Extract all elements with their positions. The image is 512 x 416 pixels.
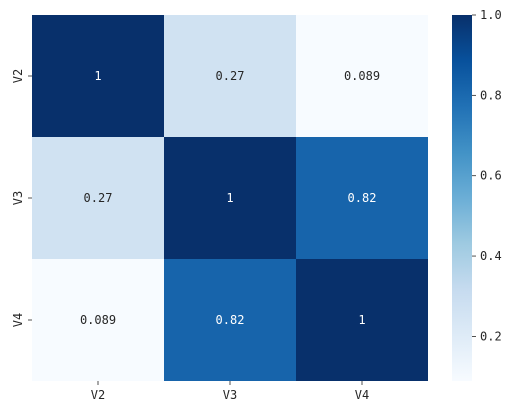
colorbar-tick-label: 0.4 — [480, 249, 502, 263]
colorbar-gradient — [452, 15, 472, 381]
cell-value-label: 0.82 — [348, 191, 377, 205]
y-axis: V2 V3 V4 — [11, 69, 32, 327]
heatmap-cell — [164, 137, 296, 259]
cell-value-label: 0.089 — [344, 69, 380, 83]
heatmap-cell — [296, 15, 428, 137]
colorbar-tick-label: 1.0 — [480, 8, 502, 22]
cell-value-label: 1 — [226, 191, 233, 205]
heatmap-cell — [296, 137, 428, 259]
colorbar-ticks: 0.2 0.4 0.6 0.8 1.0 — [472, 8, 502, 343]
cell-value-label: 0.27 — [84, 191, 113, 205]
x-axis: V2 V3 V4 — [91, 381, 369, 402]
heatmap-cell — [32, 259, 164, 381]
colorbar-tick-label: 0.2 — [480, 329, 502, 343]
cell-value-label: 0.82 — [216, 313, 245, 327]
y-tick-label: V3 — [11, 191, 25, 205]
heatmap-cells — [32, 15, 428, 381]
y-tick-label: V2 — [11, 69, 25, 83]
colorbar-tick-label: 0.6 — [480, 169, 502, 183]
y-tick-label: V4 — [11, 313, 25, 327]
cell-value-label: 1 — [94, 69, 101, 83]
heatmap-cell — [32, 137, 164, 259]
x-tick-label: V3 — [223, 388, 237, 402]
cell-value-label: 1 — [358, 313, 365, 327]
cell-value-label: 0.089 — [80, 313, 116, 327]
heatmap-cell — [164, 259, 296, 381]
x-tick-label: V4 — [355, 388, 369, 402]
colorbar: 0.2 0.4 0.6 0.8 1.0 — [452, 8, 502, 381]
heatmap-cell — [296, 259, 428, 381]
colorbar-tick-label: 0.8 — [480, 88, 502, 102]
cell-annotations: 1 0.27 0.089 0.27 1 0.82 0.089 0.82 1 — [80, 69, 380, 327]
heatmap-cell — [32, 15, 164, 137]
heatmap-cell — [164, 15, 296, 137]
cell-value-label: 0.27 — [216, 69, 245, 83]
x-tick-label: V2 — [91, 388, 105, 402]
